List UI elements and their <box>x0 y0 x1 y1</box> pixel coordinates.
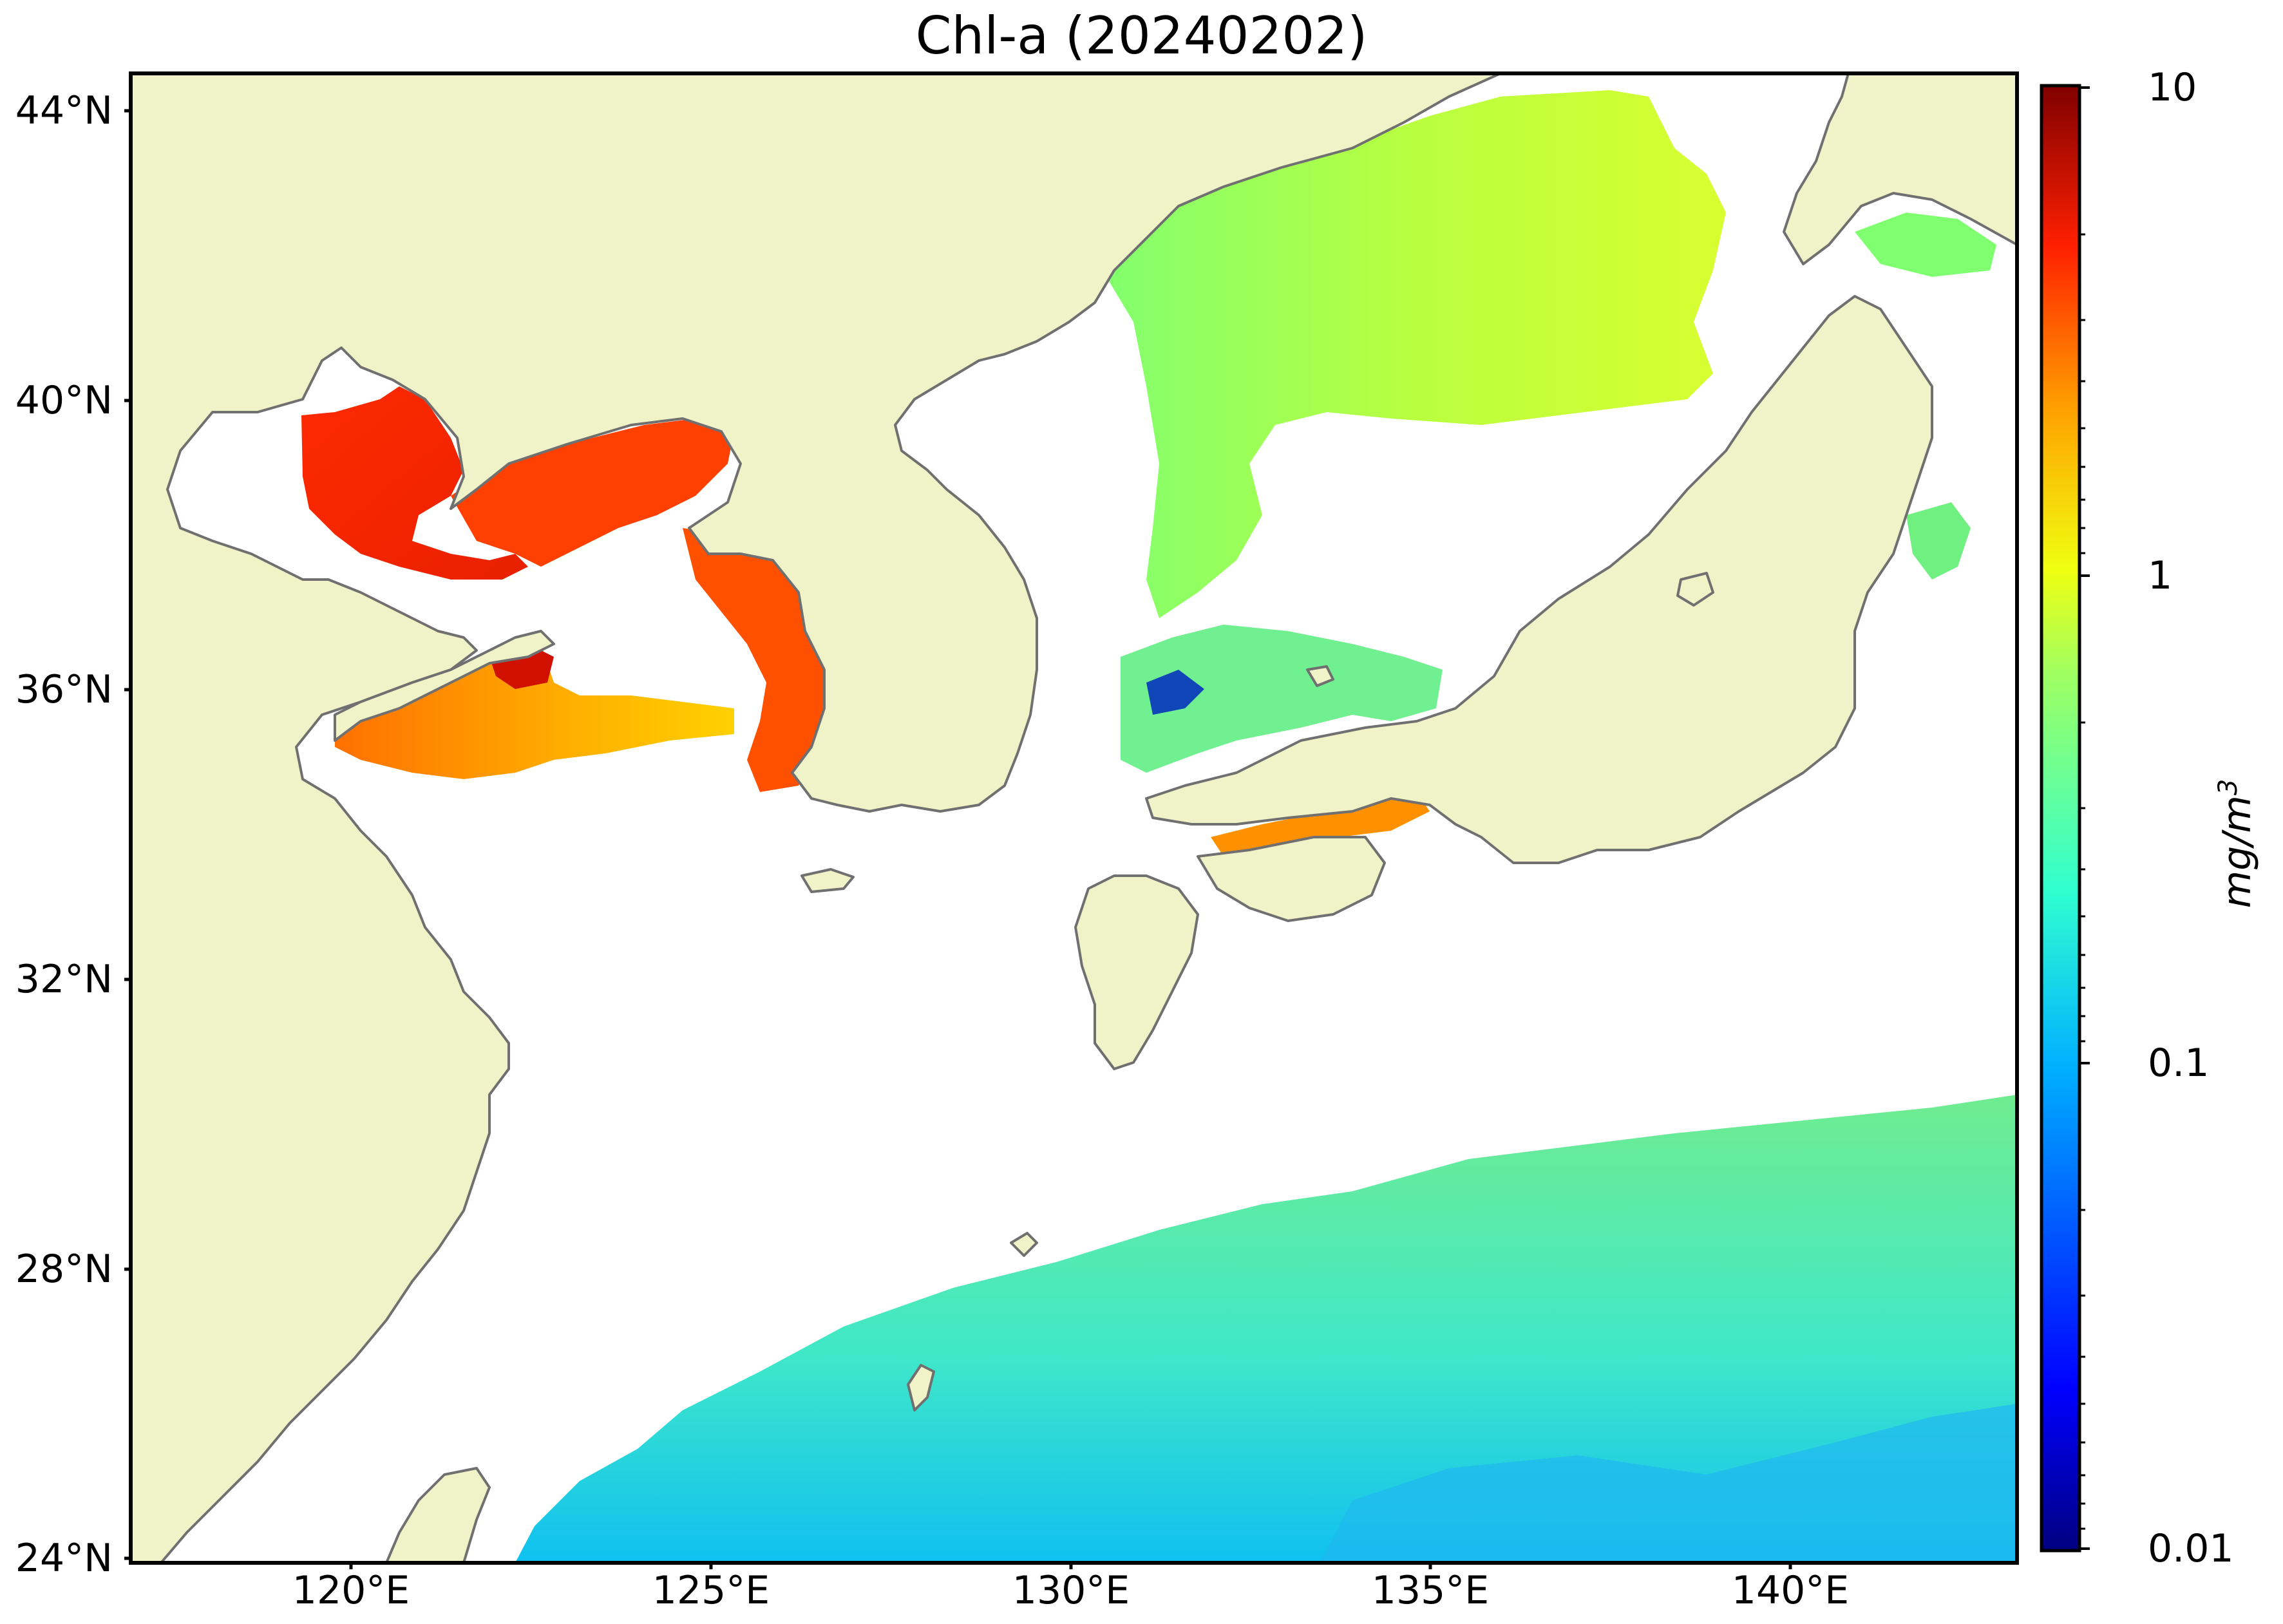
chl-yellow-sea-south <box>335 644 734 779</box>
land-shikoku <box>1197 836 1386 922</box>
colorbar-ticks <box>2079 86 2090 1550</box>
lon-label-130e: 130°E <box>1012 1568 1130 1613</box>
land-oki <box>1306 665 1334 687</box>
chl-japan-sea-blue-patch <box>1146 670 1204 715</box>
colorbar-tick-0-01: 0.01 <box>2148 1526 2234 1571</box>
chl-pacific-deep-blue <box>1320 1404 2017 1563</box>
land-masses <box>129 72 2018 1564</box>
colorbar-tick-0-1: 0.1 <box>2148 1041 2210 1086</box>
chl-bohai <box>301 386 528 580</box>
colorbar-unit-label: mg/m3 <box>2213 779 2260 909</box>
land-shandong <box>334 630 555 742</box>
lat-label-40n: 40°N <box>15 378 113 423</box>
land-honshu <box>1145 295 1933 864</box>
colorbar-tick-1: 1 <box>2148 553 2173 598</box>
chl-japan-sea-south <box>1121 625 1443 773</box>
land-asia-mainland <box>129 72 1502 1564</box>
lon-label-125e: 125°E <box>652 1568 770 1613</box>
land-kyushu <box>1074 874 1199 1070</box>
lat-label-32n: 32°N <box>15 957 113 1002</box>
colorbar-unit-superscript: 3 <box>2213 779 2243 796</box>
axis-ticks <box>124 109 1792 1569</box>
chl-korea-west-coast <box>683 528 831 792</box>
map-frame <box>129 71 2019 1565</box>
colorbar-unit-text: mg/m <box>2215 795 2260 909</box>
chl-korea-bay <box>451 419 734 567</box>
land-okinawa <box>907 1364 935 1412</box>
land-sado <box>1676 572 1714 607</box>
lat-label-28n: 28°N <box>15 1247 113 1292</box>
map-title: Chl-a (20240202) <box>915 6 1368 66</box>
lon-label-135e: 135°E <box>1371 1568 1490 1613</box>
land-taiwan <box>385 1467 491 1564</box>
lon-label-140e: 140°E <box>1731 1568 1850 1613</box>
lat-label-36n: 36°N <box>15 667 113 712</box>
lon-label-120e: 120°E <box>292 1568 410 1613</box>
land-hokkaido <box>1783 72 2018 265</box>
chl-pacific-band <box>515 1095 2017 1563</box>
chl-sanriku <box>1906 502 1971 580</box>
land-amami <box>1010 1232 1038 1257</box>
land-jeju <box>800 868 855 893</box>
chl-seto-inland-sea <box>1211 792 1430 856</box>
lat-label-44n: 44°N <box>15 88 113 133</box>
colorbar <box>2040 84 2081 1553</box>
colorbar-tick-10: 10 <box>2148 65 2197 110</box>
chl-japan-sea <box>1095 90 1726 618</box>
lat-label-24n: 24°N <box>15 1536 113 1581</box>
chl-hokkaido-east <box>1855 212 1996 277</box>
